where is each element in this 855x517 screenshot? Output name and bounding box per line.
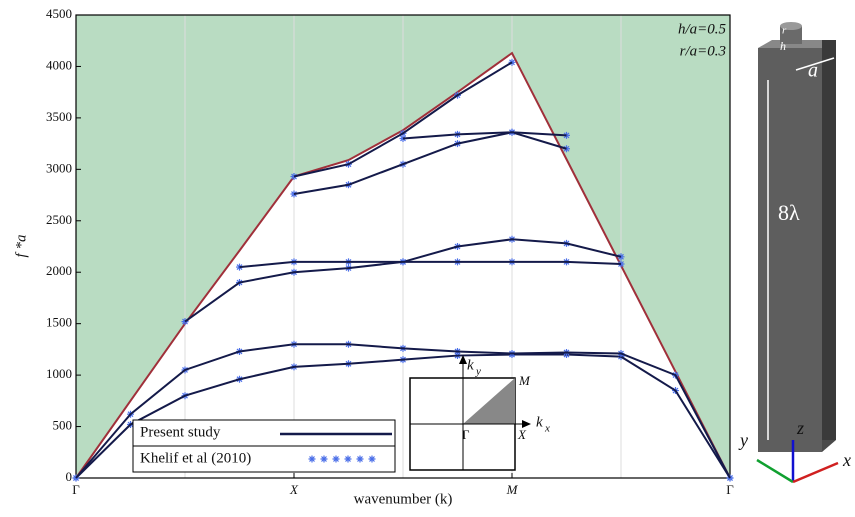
inset-label: x xyxy=(544,423,550,435)
pillar-figure: r h a 8λ z y x xyxy=(738,22,851,482)
x-tick-label: Γ xyxy=(726,482,734,497)
figure-label: y xyxy=(738,430,748,450)
inset-label: k xyxy=(536,414,543,430)
y-tick-label: 3500 xyxy=(46,109,72,124)
inset-label: X xyxy=(517,427,527,442)
y-axis xyxy=(757,460,793,482)
chart: 0 500 1000 1500 2000 2500 3000 3500 4000 4500 Γ X M Γ… xyxy=(0,0,855,512)
brillouin-inset: k y k x M Γ X xyxy=(410,355,550,470)
x-tick-label: M xyxy=(506,482,519,497)
band-line xyxy=(240,262,622,267)
figure-label: z xyxy=(796,418,804,438)
y-tick-label: 0 xyxy=(66,469,73,484)
figure-label: x xyxy=(842,450,851,470)
annotation: h/a=0.5 xyxy=(678,21,727,37)
page: {"chart_data":{"type":"line", "x_label":… xyxy=(0,0,855,517)
y-tick-label: 1000 xyxy=(46,366,72,381)
y-tick-label: 4500 xyxy=(46,6,72,21)
annotation: r/a=0.3 xyxy=(680,43,726,59)
star-marker xyxy=(309,456,316,463)
star-marker xyxy=(357,456,364,463)
figure-label: a xyxy=(808,60,818,82)
x-axis xyxy=(793,463,838,482)
y-tick-label: 1500 xyxy=(46,315,72,330)
pillar-side xyxy=(822,40,836,440)
star-marker xyxy=(333,456,340,463)
y-axis-label: f *a xyxy=(13,235,29,258)
figure-label: h xyxy=(780,39,786,53)
star-marker xyxy=(369,456,376,463)
inset-label: M xyxy=(518,373,531,388)
figure-label: r xyxy=(782,25,787,37)
inset-label: Γ xyxy=(462,427,470,442)
inset-label: k xyxy=(467,357,474,373)
y-tick-label: 2500 xyxy=(46,212,72,227)
y-tick-label: 3000 xyxy=(46,160,72,175)
y-tick-label: 4000 xyxy=(46,57,72,72)
y-tick-label: 2000 xyxy=(46,263,72,278)
y-tick-label: 500 xyxy=(53,418,73,433)
x-tick-label: Γ xyxy=(72,482,80,497)
inset-label: y xyxy=(475,366,481,378)
star-marker xyxy=(345,456,352,463)
x-axis-label: wavenumber (k) xyxy=(354,491,453,507)
legend-label: Present study xyxy=(140,424,221,440)
star-marker xyxy=(321,456,328,463)
x-tick-label: X xyxy=(289,482,299,497)
legend-label: Khelif et al (2010) xyxy=(140,450,251,466)
figure-label: 8λ xyxy=(778,200,800,225)
